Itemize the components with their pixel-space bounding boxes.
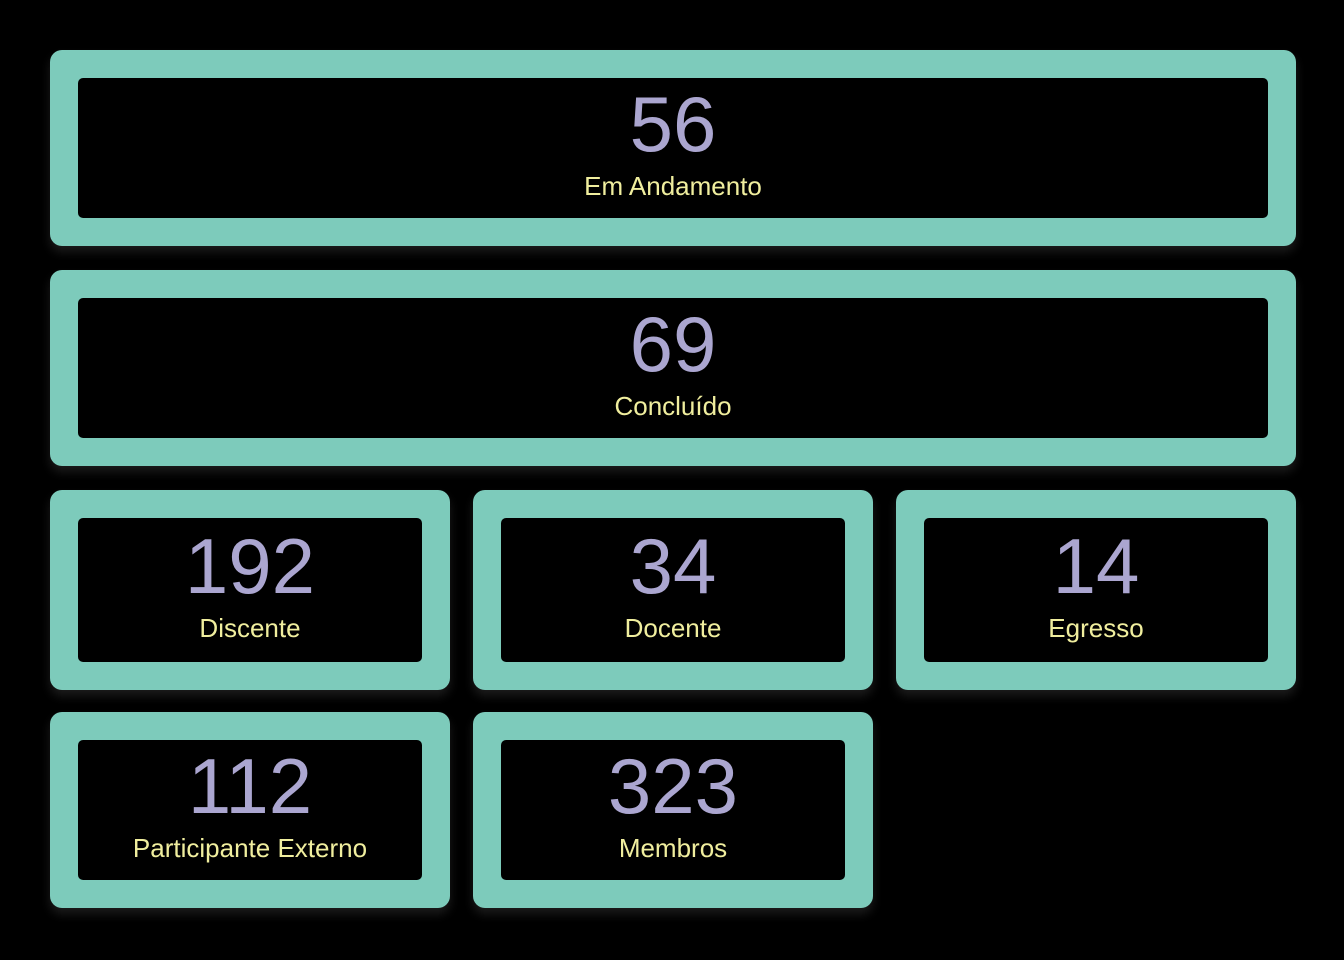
stat-value-membros: 323 — [607, 741, 739, 830]
stat-card-membros: 323 Membros — [473, 712, 873, 908]
stat-card-discente: 192 Discente — [50, 490, 450, 690]
stat-label-discente: Discente — [199, 613, 301, 644]
stat-card-panel: 14 Egresso — [924, 518, 1268, 662]
stat-label-em-andamento: Em Andamento — [584, 171, 762, 202]
stats-row-roles: 192 Discente 34 Docente 14 Egresso — [50, 490, 1296, 690]
empty-grid-cell — [896, 712, 1296, 908]
stat-label-participante-externo: Participante Externo — [132, 833, 368, 864]
stat-card-panel: 192 Discente — [78, 518, 422, 662]
stat-value-egresso: 14 — [1052, 521, 1140, 610]
stat-card-panel: 323 Membros — [501, 740, 845, 880]
stat-card-docente: 34 Docente — [473, 490, 873, 690]
stat-card-participante-externo: 112 Participante Externo — [50, 712, 450, 908]
stat-card-concluido: 69 Concluído — [50, 270, 1296, 466]
stat-label-concluido: Concluído — [614, 391, 732, 422]
stats-row-totals: 112 Participante Externo 323 Membros — [50, 712, 1296, 908]
stat-card-em-andamento: 56 Em Andamento — [50, 50, 1296, 246]
stat-card-panel: 112 Participante Externo — [78, 740, 422, 880]
stats-dashboard: 56 Em Andamento 69 Concluído 192 Discent… — [50, 50, 1296, 930]
stat-value-docente: 34 — [629, 521, 717, 610]
stat-value-participante-externo: 112 — [187, 741, 313, 830]
stat-card-panel: 56 Em Andamento — [78, 78, 1268, 218]
stat-card-panel: 69 Concluído — [78, 298, 1268, 438]
stat-label-membros: Membros — [618, 833, 728, 864]
stat-label-docente: Docente — [624, 613, 722, 644]
stat-value-discente: 192 — [184, 521, 316, 610]
stat-card-egresso: 14 Egresso — [896, 490, 1296, 690]
stat-value-em-andamento: 56 — [629, 79, 717, 168]
stat-value-concluido: 69 — [629, 299, 717, 388]
stat-label-egresso: Egresso — [1048, 613, 1144, 644]
stat-card-panel: 34 Docente — [501, 518, 845, 662]
